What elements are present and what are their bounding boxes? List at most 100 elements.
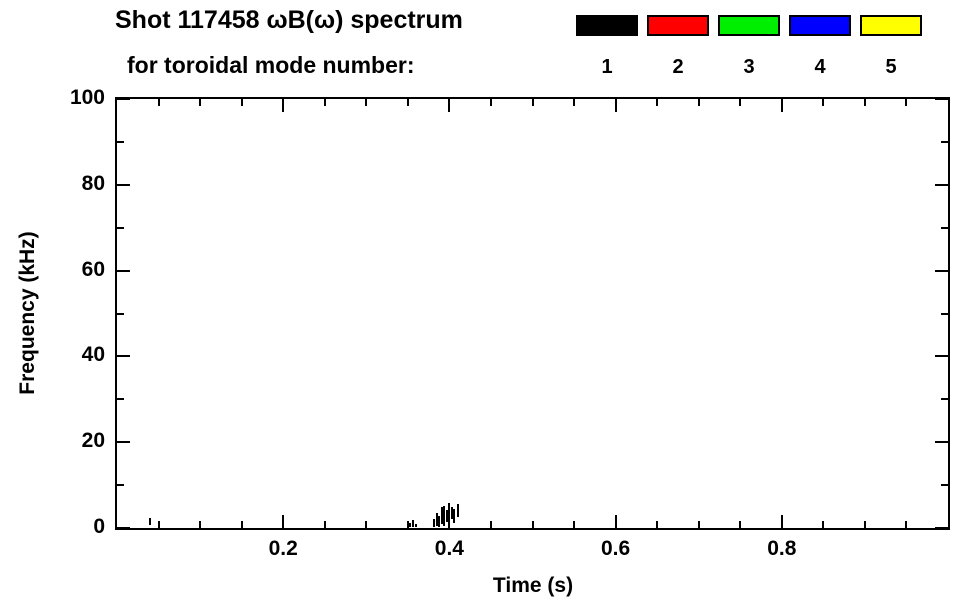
data-speck [411,520,414,528]
y-major-tick [117,355,130,358]
y-minor-tick [117,398,124,401]
y-major-tick [117,98,130,100]
x-minor-tick [905,521,908,528]
data-speck [450,506,453,520]
y-minor-tick [941,140,948,143]
data-speck [432,518,435,527]
legend-swatch [718,15,780,36]
data-speck [435,512,438,526]
x-minor-tick [656,99,659,106]
data-speck [453,508,456,523]
legend-mode-number: 5 [885,56,897,78]
data-speck [456,504,459,518]
data-speck [448,503,451,526]
y-minor-tick [117,226,124,229]
x-minor-tick [406,99,409,106]
y-minor-tick [117,484,124,487]
x-axis-title: Time (s) [492,574,574,597]
x-minor-tick [157,521,160,528]
x-tick-label: 0.2 [268,537,298,560]
x-minor-tick [199,99,202,106]
x-minor-tick [573,521,576,528]
x-minor-tick [489,521,492,528]
y-major-tick [117,441,130,444]
x-major-tick [282,515,285,528]
legend-swatch [576,15,638,36]
y-minor-tick [941,312,948,315]
y-tick-label: 20 [81,429,105,453]
y-major-tick [935,441,948,444]
x-tick-label: 0.8 [767,537,797,560]
x-major-tick [780,515,783,528]
data-speck [149,518,152,525]
data-speck [408,522,411,528]
x-minor-tick [365,99,368,106]
legend-swatch [860,15,922,36]
x-minor-tick [157,99,160,106]
x-major-tick [780,99,783,112]
x-minor-tick [406,521,409,528]
legend-mode-number: 3 [743,56,755,78]
x-minor-tick [323,99,326,106]
y-tick-label: 40 [81,343,105,367]
x-minor-tick [240,521,243,528]
x-minor-tick [863,99,866,106]
legend-mode-number: 2 [672,56,684,78]
y-minor-tick [941,484,948,487]
x-major-tick [448,99,451,112]
y-major-tick [117,269,130,272]
y-major-tick [935,269,948,272]
y-axis-title: Frequency (kHz) [16,231,39,395]
x-major-tick [614,99,617,112]
x-major-tick [614,515,617,528]
x-minor-tick [573,99,576,106]
x-minor-tick [199,521,202,528]
legend-swatch [647,15,709,36]
y-tick-label: 100 [69,86,105,109]
x-minor-tick [656,521,659,528]
x-tick-label: 0.6 [600,537,631,560]
y-major-tick [935,527,948,529]
x-minor-tick [863,521,866,528]
x-minor-tick [697,99,700,106]
y-major-tick [117,183,130,186]
x-minor-tick [531,521,534,528]
x-minor-tick [531,99,534,106]
y-minor-tick [117,312,124,315]
y-major-tick [935,183,948,186]
x-minor-tick [365,521,368,528]
x-minor-tick [822,99,825,106]
legend-swatch [789,15,851,36]
plot-area [115,97,950,530]
y-minor-tick [941,226,948,229]
data-speck [443,505,446,526]
legend-mode-numbers: 1 2 3 4 5 [576,56,922,79]
data-speck [438,515,441,528]
x-minor-tick [489,99,492,106]
y-tick-label: 80 [81,171,105,195]
x-minor-tick [323,521,326,528]
chart-title: Shot 117458 ωB(ω) spectrum [115,6,463,34]
y-major-tick [935,355,948,358]
x-major-tick [282,99,285,112]
y-minor-tick [941,398,948,401]
data-speck [445,509,448,522]
x-tick-label: 0.4 [434,537,464,560]
data-speck [415,523,418,528]
x-minor-tick [905,99,908,106]
y-tick-label: 0 [93,515,105,538]
y-major-tick [117,527,130,529]
x-minor-tick [739,521,742,528]
x-minor-tick [822,521,825,528]
legend-mode-number: 4 [814,56,826,78]
x-minor-tick [739,99,742,106]
x-minor-tick [240,99,243,106]
x-minor-tick [697,521,700,528]
legend-mode-number: 1 [601,56,613,78]
legend-swatches [576,15,922,36]
chart-subtitle: for toroidal mode number: [127,52,415,78]
y-tick-label: 60 [81,257,105,281]
data-speck [440,507,443,524]
y-major-tick [935,98,948,100]
